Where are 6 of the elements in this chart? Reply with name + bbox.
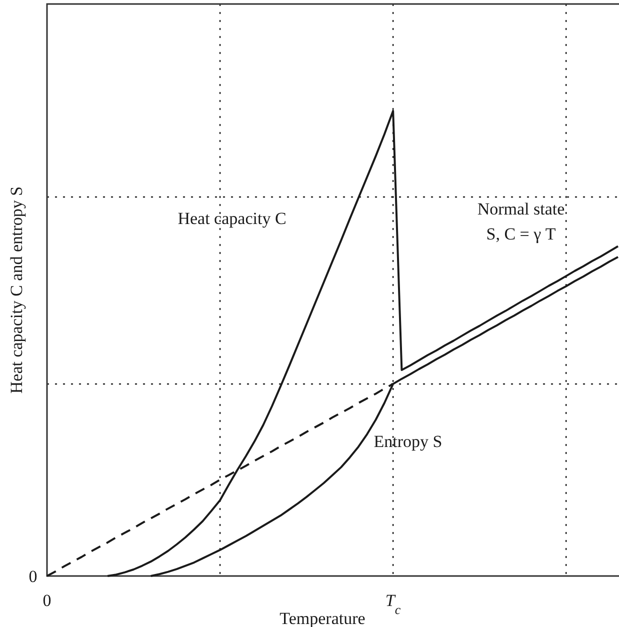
annotation: Entropy S (374, 432, 442, 451)
text: 0 (28, 567, 38, 586)
x-tick-label: T$_{c}$ (385, 591, 401, 616)
y-axis-title: Heat capacity C and entropy S (7, 186, 26, 394)
annotation: Heat capacity C (178, 209, 286, 228)
annotation: Normal state S, C = γ T (477, 200, 565, 244)
